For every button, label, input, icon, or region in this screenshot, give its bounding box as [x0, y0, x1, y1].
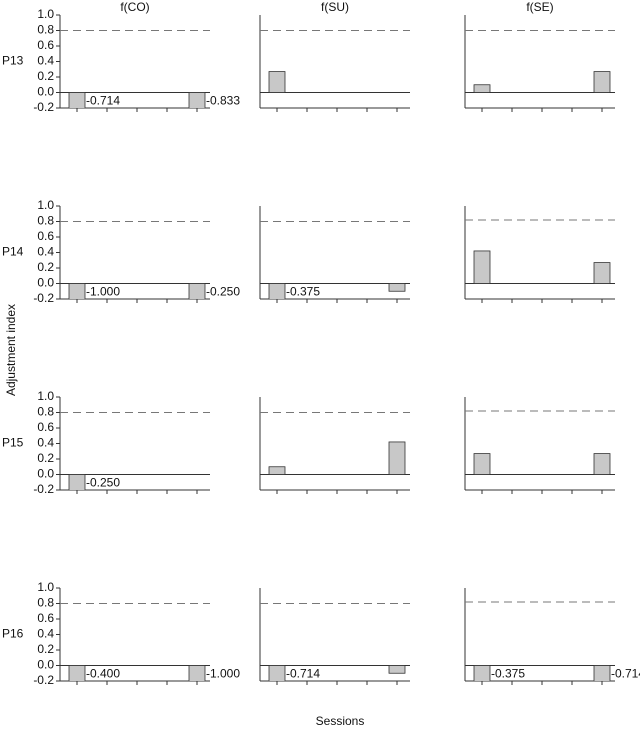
bar: [473, 665, 491, 681]
y-tick-label: 0.8: [37, 405, 54, 419]
bar: [268, 466, 286, 475]
column-title: f(SU): [321, 0, 349, 14]
y-tick-label: 0.6: [37, 38, 54, 52]
data-label: -0.250: [206, 284, 240, 298]
y-tick-label: 0.4: [37, 436, 54, 450]
y-tick-label: 0.2: [37, 451, 54, 465]
data-label: -0.714: [286, 666, 320, 680]
bar: [388, 665, 406, 674]
bar: [388, 441, 406, 475]
bar: [68, 283, 86, 299]
y-axis-label: Adjustment index: [4, 304, 18, 396]
bar: [188, 283, 206, 299]
bars: [268, 283, 406, 299]
row-label: P14: [2, 245, 24, 259]
bar: [473, 84, 491, 93]
y-tick-label: 0.6: [37, 420, 54, 434]
row-label: P15: [2, 436, 24, 450]
column-title: f(SE): [526, 0, 553, 14]
bars: [68, 474, 86, 490]
bars: [268, 665, 406, 681]
bar: [388, 283, 406, 292]
bars: [473, 250, 611, 284]
bars: [473, 453, 611, 475]
y-tick-label: -0.2: [33, 482, 54, 496]
bar: [68, 92, 86, 108]
y-tick-label: 0.0: [37, 85, 54, 99]
bar: [473, 250, 491, 284]
bars: [268, 441, 406, 475]
y-tick-label: 0.2: [37, 260, 54, 274]
data-label: -0.714: [86, 93, 120, 107]
bars: [68, 665, 206, 681]
column-title: f(CO): [120, 0, 149, 14]
y-tick-label: -0.2: [33, 100, 54, 114]
y-tick-label: 0.4: [37, 54, 54, 68]
data-label: -0.375: [286, 284, 320, 298]
bar: [268, 283, 286, 299]
y-tick-label: 1.0: [37, 389, 54, 403]
bar: [68, 474, 86, 490]
y-tick-label: 0.4: [37, 627, 54, 641]
data-label: -0.833: [206, 93, 240, 107]
y-tick-label: 0.8: [37, 214, 54, 228]
y-tick-label: 0.0: [37, 658, 54, 672]
data-label: -0.714: [611, 666, 640, 680]
data-label: -1.000: [206, 666, 240, 680]
y-tick-label: -0.2: [33, 291, 54, 305]
data-label: -0.375: [491, 666, 525, 680]
bars: [68, 283, 206, 299]
bars: [473, 71, 611, 93]
data-label: -0.400: [86, 666, 120, 680]
y-tick-label: 0.0: [37, 467, 54, 481]
bars: [68, 92, 206, 108]
bar: [68, 665, 86, 681]
bar: [593, 665, 611, 681]
bar: [268, 665, 286, 681]
data-label: -1.000: [86, 284, 120, 298]
bar: [593, 262, 611, 284]
y-tick-label: 0.6: [37, 229, 54, 243]
bars: [268, 71, 286, 93]
y-tick-label: -0.2: [33, 673, 54, 687]
bar: [593, 453, 611, 475]
bar: [188, 92, 206, 108]
data-label: -0.250: [86, 475, 120, 489]
y-tick-label: 1.0: [37, 7, 54, 21]
y-tick-label: 0.4: [37, 245, 54, 259]
bars: [473, 665, 611, 681]
bar: [188, 665, 206, 681]
y-tick-label: 1.0: [37, 198, 54, 212]
y-tick-label: 0.6: [37, 611, 54, 625]
bar: [473, 453, 491, 475]
x-axis-label: Sessions: [316, 714, 365, 728]
y-tick-label: 0.0: [37, 276, 54, 290]
y-tick-label: 0.2: [37, 642, 54, 656]
row-label: P16: [2, 627, 24, 641]
row-label: P13: [2, 54, 24, 68]
y-tick-label: 1.0: [37, 580, 54, 594]
y-tick-label: 0.2: [37, 69, 54, 83]
bar: [593, 71, 611, 93]
y-tick-label: 0.8: [37, 596, 54, 610]
bar: [268, 71, 286, 93]
y-tick-label: 0.8: [37, 23, 54, 37]
